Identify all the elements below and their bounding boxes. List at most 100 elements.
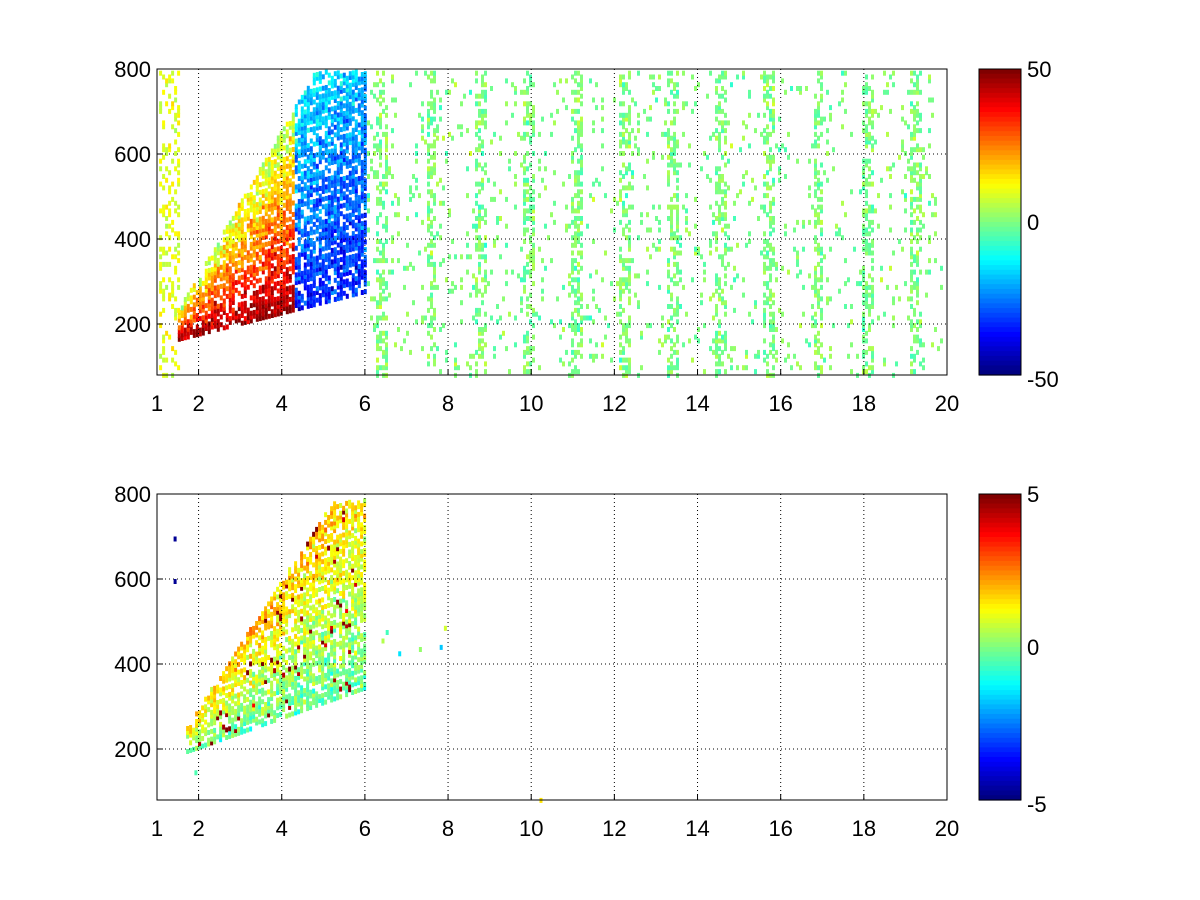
heatmap-cell [357, 283, 361, 289]
heatmap-cell [451, 239, 454, 244]
heatmap-cell [631, 128, 634, 134]
heatmap-cell [297, 279, 301, 285]
heatmap-cell [856, 281, 859, 287]
heatmap-cell [255, 221, 259, 227]
heatmap-cell [351, 74, 355, 80]
heatmap-cell [625, 185, 628, 191]
heatmap-cell [198, 729, 202, 735]
heatmap-cell [481, 300, 484, 306]
heatmap-cell [213, 720, 217, 726]
heatmap-cell [255, 278, 259, 284]
heatmap-cell [300, 144, 304, 150]
heatmap-cell [255, 205, 259, 211]
heatmap-cell [204, 727, 208, 733]
heatmap-cell [658, 239, 661, 244]
heatmap-cell [342, 160, 346, 166]
heatmap-cell [634, 101, 637, 107]
heatmap-cell [400, 346, 403, 352]
heatmap-cell [808, 219, 811, 225]
heatmap-cell [348, 113, 352, 119]
heatmap-cell [285, 202, 289, 208]
heatmap-cell [478, 223, 481, 229]
heatmap-cell [324, 107, 328, 113]
heatmap-cell [532, 174, 535, 179]
heatmap-cell [249, 661, 253, 667]
heatmap-cell [712, 338, 715, 344]
heatmap-cell [862, 273, 865, 279]
heatmap-cell [910, 174, 913, 179]
heatmap-cell [273, 626, 277, 632]
heatmap-cell [300, 251, 304, 257]
heatmap-cell [273, 205, 277, 211]
heatmap-cell [376, 369, 379, 375]
heatmap-cell [475, 277, 478, 283]
heatmap-cell [258, 681, 262, 687]
heatmap-cell [360, 75, 364, 81]
heatmap-cell [273, 637, 277, 643]
heatmap-cell [267, 256, 271, 262]
heatmap-cell [228, 726, 232, 732]
heatmap-cell [333, 109, 337, 115]
heatmap-cell [673, 327, 676, 332]
heatmap-cell [625, 143, 628, 149]
heatmap-cell [255, 225, 259, 230]
heatmap-cell [523, 177, 526, 183]
heatmap-cell [391, 174, 394, 179]
heatmap-cell [862, 89, 865, 95]
heatmap-cell [619, 254, 622, 260]
heatmap-cell [676, 304, 679, 309]
heatmap-cell [655, 216, 658, 221]
heatmap-cell [255, 232, 259, 238]
heatmap-cell [379, 196, 382, 202]
heatmap-cell [171, 181, 175, 187]
heatmap-cell [318, 174, 322, 180]
heatmap-cell [348, 140, 352, 146]
heatmap-cell [249, 653, 253, 659]
heatmap-cell [213, 735, 217, 741]
heatmap-cell [252, 252, 256, 258]
heatmap-cell [862, 265, 865, 271]
heatmap-cell [814, 277, 817, 283]
heatmap-cell [646, 246, 649, 252]
heatmap-cell [376, 277, 379, 283]
heatmap-cell [478, 327, 481, 332]
heatmap-cell [270, 615, 274, 621]
heatmap-cell [357, 264, 361, 269]
heatmap-cell [604, 315, 607, 321]
heatmap-cell [222, 728, 226, 734]
heatmap-cell [210, 721, 214, 727]
heatmap-cell [670, 338, 673, 344]
heatmap-cell [568, 292, 571, 298]
heatmap-cell [192, 317, 196, 323]
heatmap-cell [724, 204, 727, 210]
heatmap-cell [171, 254, 175, 260]
heatmap-cell [445, 349, 448, 355]
heatmap-cell [631, 258, 634, 264]
heatmap-cell [481, 242, 484, 248]
heatmap-cell [628, 269, 631, 275]
heatmap-cell [348, 189, 352, 195]
heatmap-cell [288, 136, 292, 142]
heatmap-cell [363, 117, 367, 123]
heatmap-cell [526, 227, 529, 233]
heatmap-cell [871, 357, 874, 363]
heatmap-cell [880, 277, 883, 283]
heatmap-cell [357, 76, 361, 82]
heatmap-cell [916, 349, 919, 355]
heatmap-cell [219, 698, 223, 704]
heatmap-cell [231, 687, 235, 692]
heatmap-cell [529, 258, 532, 264]
heatmap-cell [868, 139, 871, 145]
heatmap-cell [309, 264, 313, 270]
heatmap-cell [466, 254, 469, 260]
heatmap-cell [532, 112, 535, 118]
heatmap-cell [718, 216, 721, 221]
heatmap-cell [601, 143, 604, 149]
heatmap-cell [619, 281, 622, 287]
heatmap-cell [306, 204, 310, 210]
heatmap-cell [676, 216, 679, 221]
heatmap-cell [865, 139, 868, 145]
heatmap-cell [520, 162, 523, 168]
heatmap-cell [415, 212, 418, 218]
heatmap-cell [231, 311, 235, 317]
